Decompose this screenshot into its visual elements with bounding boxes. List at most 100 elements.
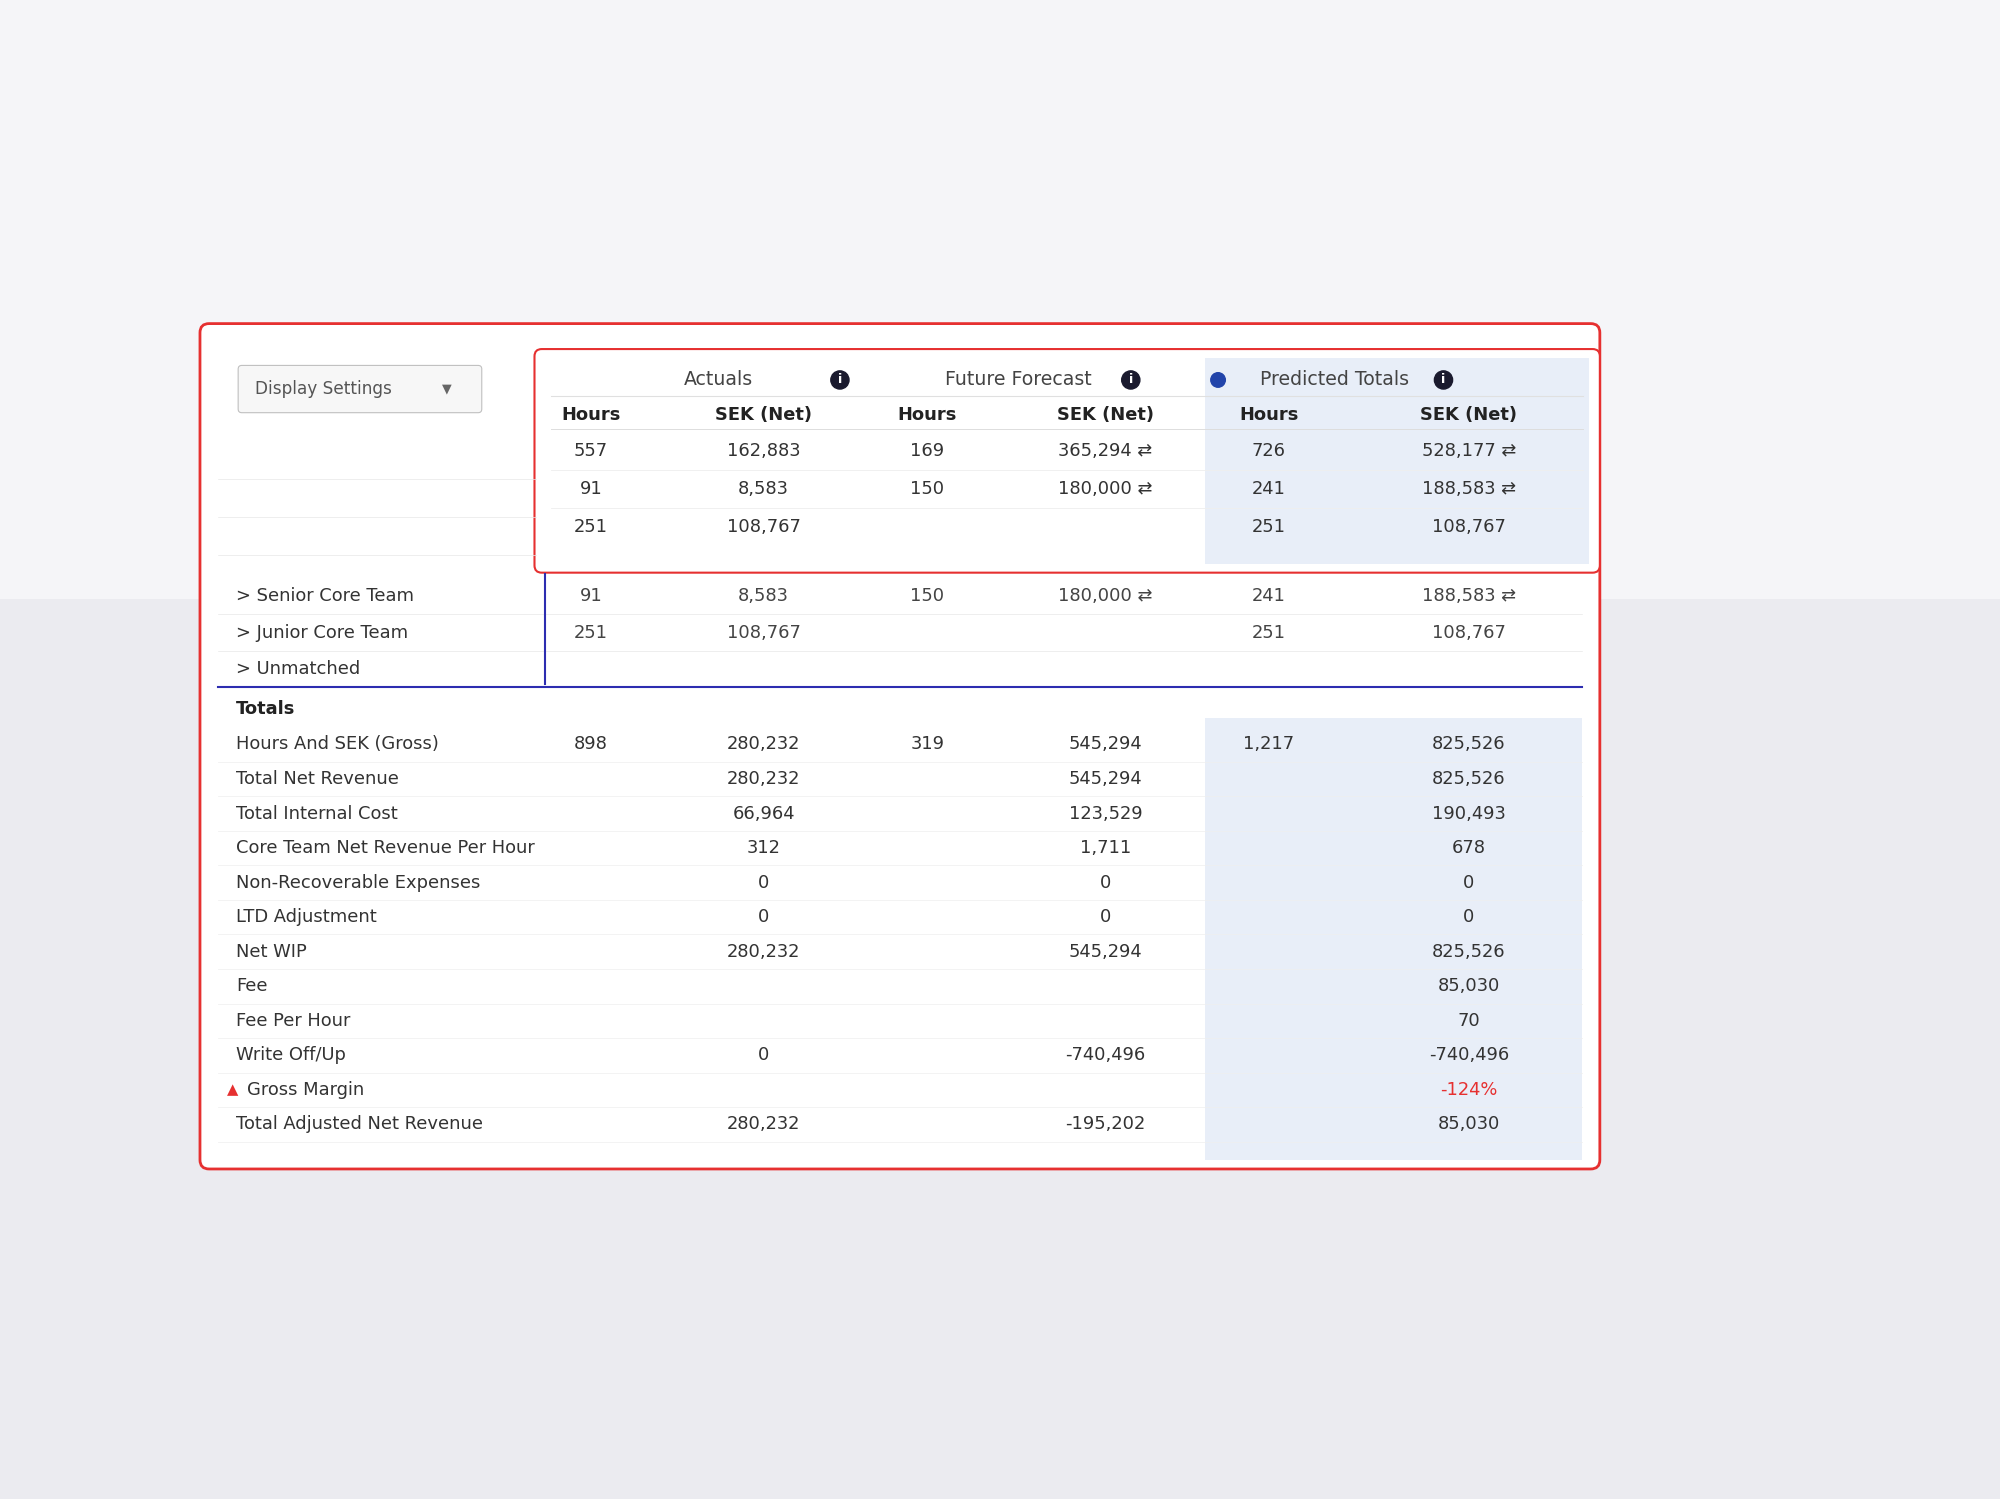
Text: 365,294 ⇄: 365,294 ⇄ <box>1058 442 1152 460</box>
Text: i: i <box>838 373 842 387</box>
Text: Hours: Hours <box>1240 406 1298 424</box>
Text: 162,883: 162,883 <box>726 442 800 460</box>
Text: Total Net Revenue: Total Net Revenue <box>236 770 400 788</box>
Text: Core Team Net Revenue Per Hour: Core Team Net Revenue Per Hour <box>236 839 536 857</box>
Text: Hours: Hours <box>898 406 956 424</box>
Text: Fee: Fee <box>236 977 268 995</box>
Text: 188,583 ⇄: 188,583 ⇄ <box>1422 588 1516 606</box>
Text: 169: 169 <box>910 442 944 460</box>
Text: SEK (Net): SEK (Net) <box>1056 406 1154 424</box>
Text: 8,583: 8,583 <box>738 480 788 498</box>
FancyBboxPatch shape <box>534 349 1600 573</box>
Text: 70: 70 <box>1458 1012 1480 1030</box>
Text: SEK (Net): SEK (Net) <box>1420 406 1518 424</box>
Text: 85,030: 85,030 <box>1438 1115 1500 1133</box>
Text: 0: 0 <box>758 1046 770 1064</box>
Text: 108,767: 108,767 <box>726 519 800 537</box>
Text: 528,177 ⇄: 528,177 ⇄ <box>1422 442 1516 460</box>
FancyBboxPatch shape <box>200 324 1600 1169</box>
Bar <box>0 0 2000 600</box>
Text: 280,232: 280,232 <box>726 736 800 754</box>
Text: 251: 251 <box>574 624 608 642</box>
Text: -740,496: -740,496 <box>1428 1046 1510 1064</box>
Text: 108,767: 108,767 <box>1432 624 1506 642</box>
Text: 190,493: 190,493 <box>1432 805 1506 823</box>
Text: 108,767: 108,767 <box>1432 519 1506 537</box>
Text: > Unmatched: > Unmatched <box>236 660 360 678</box>
Circle shape <box>830 370 850 390</box>
Text: 108,767: 108,767 <box>726 624 800 642</box>
Text: Display Settings: Display Settings <box>256 381 392 399</box>
Text: Predicted Totals: Predicted Totals <box>1260 370 1408 390</box>
Text: 180,000 ⇄: 180,000 ⇄ <box>1058 588 1152 606</box>
Text: 545,294: 545,294 <box>1068 770 1142 788</box>
Text: Write Off/Up: Write Off/Up <box>236 1046 346 1064</box>
Text: 312: 312 <box>746 839 780 857</box>
Text: ▼: ▼ <box>442 382 452 396</box>
Text: 0: 0 <box>758 908 770 926</box>
Text: Net WIP: Net WIP <box>236 943 308 961</box>
Text: 280,232: 280,232 <box>726 770 800 788</box>
Text: ▲: ▲ <box>228 1082 238 1097</box>
Text: 8,583: 8,583 <box>738 588 788 606</box>
Text: Hours: Hours <box>562 406 620 424</box>
Text: 726: 726 <box>1252 442 1286 460</box>
Text: 545,294: 545,294 <box>1068 736 1142 754</box>
Text: LTD Adjustment: LTD Adjustment <box>236 908 378 926</box>
Text: Future Forecast: Future Forecast <box>944 370 1092 390</box>
Text: 678: 678 <box>1452 839 1486 857</box>
Text: > Junior Core Team: > Junior Core Team <box>236 624 408 642</box>
Text: Gross Margin: Gross Margin <box>248 1081 364 1099</box>
Text: 85,030: 85,030 <box>1438 977 1500 995</box>
Circle shape <box>1122 370 1140 390</box>
Text: Total Adjusted Net Revenue: Total Adjusted Net Revenue <box>236 1115 484 1133</box>
Text: 1,217: 1,217 <box>1244 736 1294 754</box>
Text: -124%: -124% <box>1440 1081 1498 1099</box>
Text: 251: 251 <box>1252 519 1286 537</box>
FancyBboxPatch shape <box>238 366 482 412</box>
Text: 0: 0 <box>1100 908 1112 926</box>
Text: 241: 241 <box>1252 588 1286 606</box>
Text: 0: 0 <box>1464 874 1474 892</box>
Text: 91: 91 <box>580 480 602 498</box>
Text: 1,711: 1,711 <box>1080 839 1130 857</box>
Text: 280,232: 280,232 <box>726 943 800 961</box>
Text: Non-Recoverable Expenses: Non-Recoverable Expenses <box>236 874 480 892</box>
Text: 66,964: 66,964 <box>732 805 794 823</box>
Text: Totals: Totals <box>236 700 296 718</box>
Text: 557: 557 <box>574 442 608 460</box>
Text: i: i <box>1442 373 1446 387</box>
Text: 91: 91 <box>580 588 602 606</box>
Text: > Senior Core Team: > Senior Core Team <box>236 588 414 606</box>
Text: 180,000 ⇄: 180,000 ⇄ <box>1058 480 1152 498</box>
Text: 545,294: 545,294 <box>1068 943 1142 961</box>
Text: 241: 241 <box>1252 480 1286 498</box>
Circle shape <box>1434 370 1452 390</box>
Text: 123,529: 123,529 <box>1068 805 1142 823</box>
Bar <box>1206 358 1588 564</box>
Text: 280,232: 280,232 <box>726 1115 800 1133</box>
Text: 898: 898 <box>574 736 608 754</box>
Text: 251: 251 <box>574 519 608 537</box>
Text: -195,202: -195,202 <box>1066 1115 1146 1133</box>
Text: 319: 319 <box>910 736 944 754</box>
Text: Total Internal Cost: Total Internal Cost <box>236 805 398 823</box>
Bar <box>1206 718 1582 1160</box>
Text: 825,526: 825,526 <box>1432 943 1506 961</box>
Text: Fee Per Hour: Fee Per Hour <box>236 1012 350 1030</box>
Text: 251: 251 <box>1252 624 1286 642</box>
Text: SEK (Net): SEK (Net) <box>716 406 812 424</box>
Text: 150: 150 <box>910 480 944 498</box>
Text: 0: 0 <box>1100 874 1112 892</box>
Text: 825,526: 825,526 <box>1432 736 1506 754</box>
Text: 0: 0 <box>758 874 770 892</box>
Text: Hours And SEK (Gross): Hours And SEK (Gross) <box>236 736 440 754</box>
Text: Actuals: Actuals <box>684 370 752 390</box>
Text: i: i <box>1128 373 1132 387</box>
Text: -740,496: -740,496 <box>1066 1046 1146 1064</box>
Circle shape <box>1210 373 1226 387</box>
Text: 150: 150 <box>910 588 944 606</box>
Text: 825,526: 825,526 <box>1432 770 1506 788</box>
Text: 0: 0 <box>1464 908 1474 926</box>
Text: 188,583 ⇄: 188,583 ⇄ <box>1422 480 1516 498</box>
